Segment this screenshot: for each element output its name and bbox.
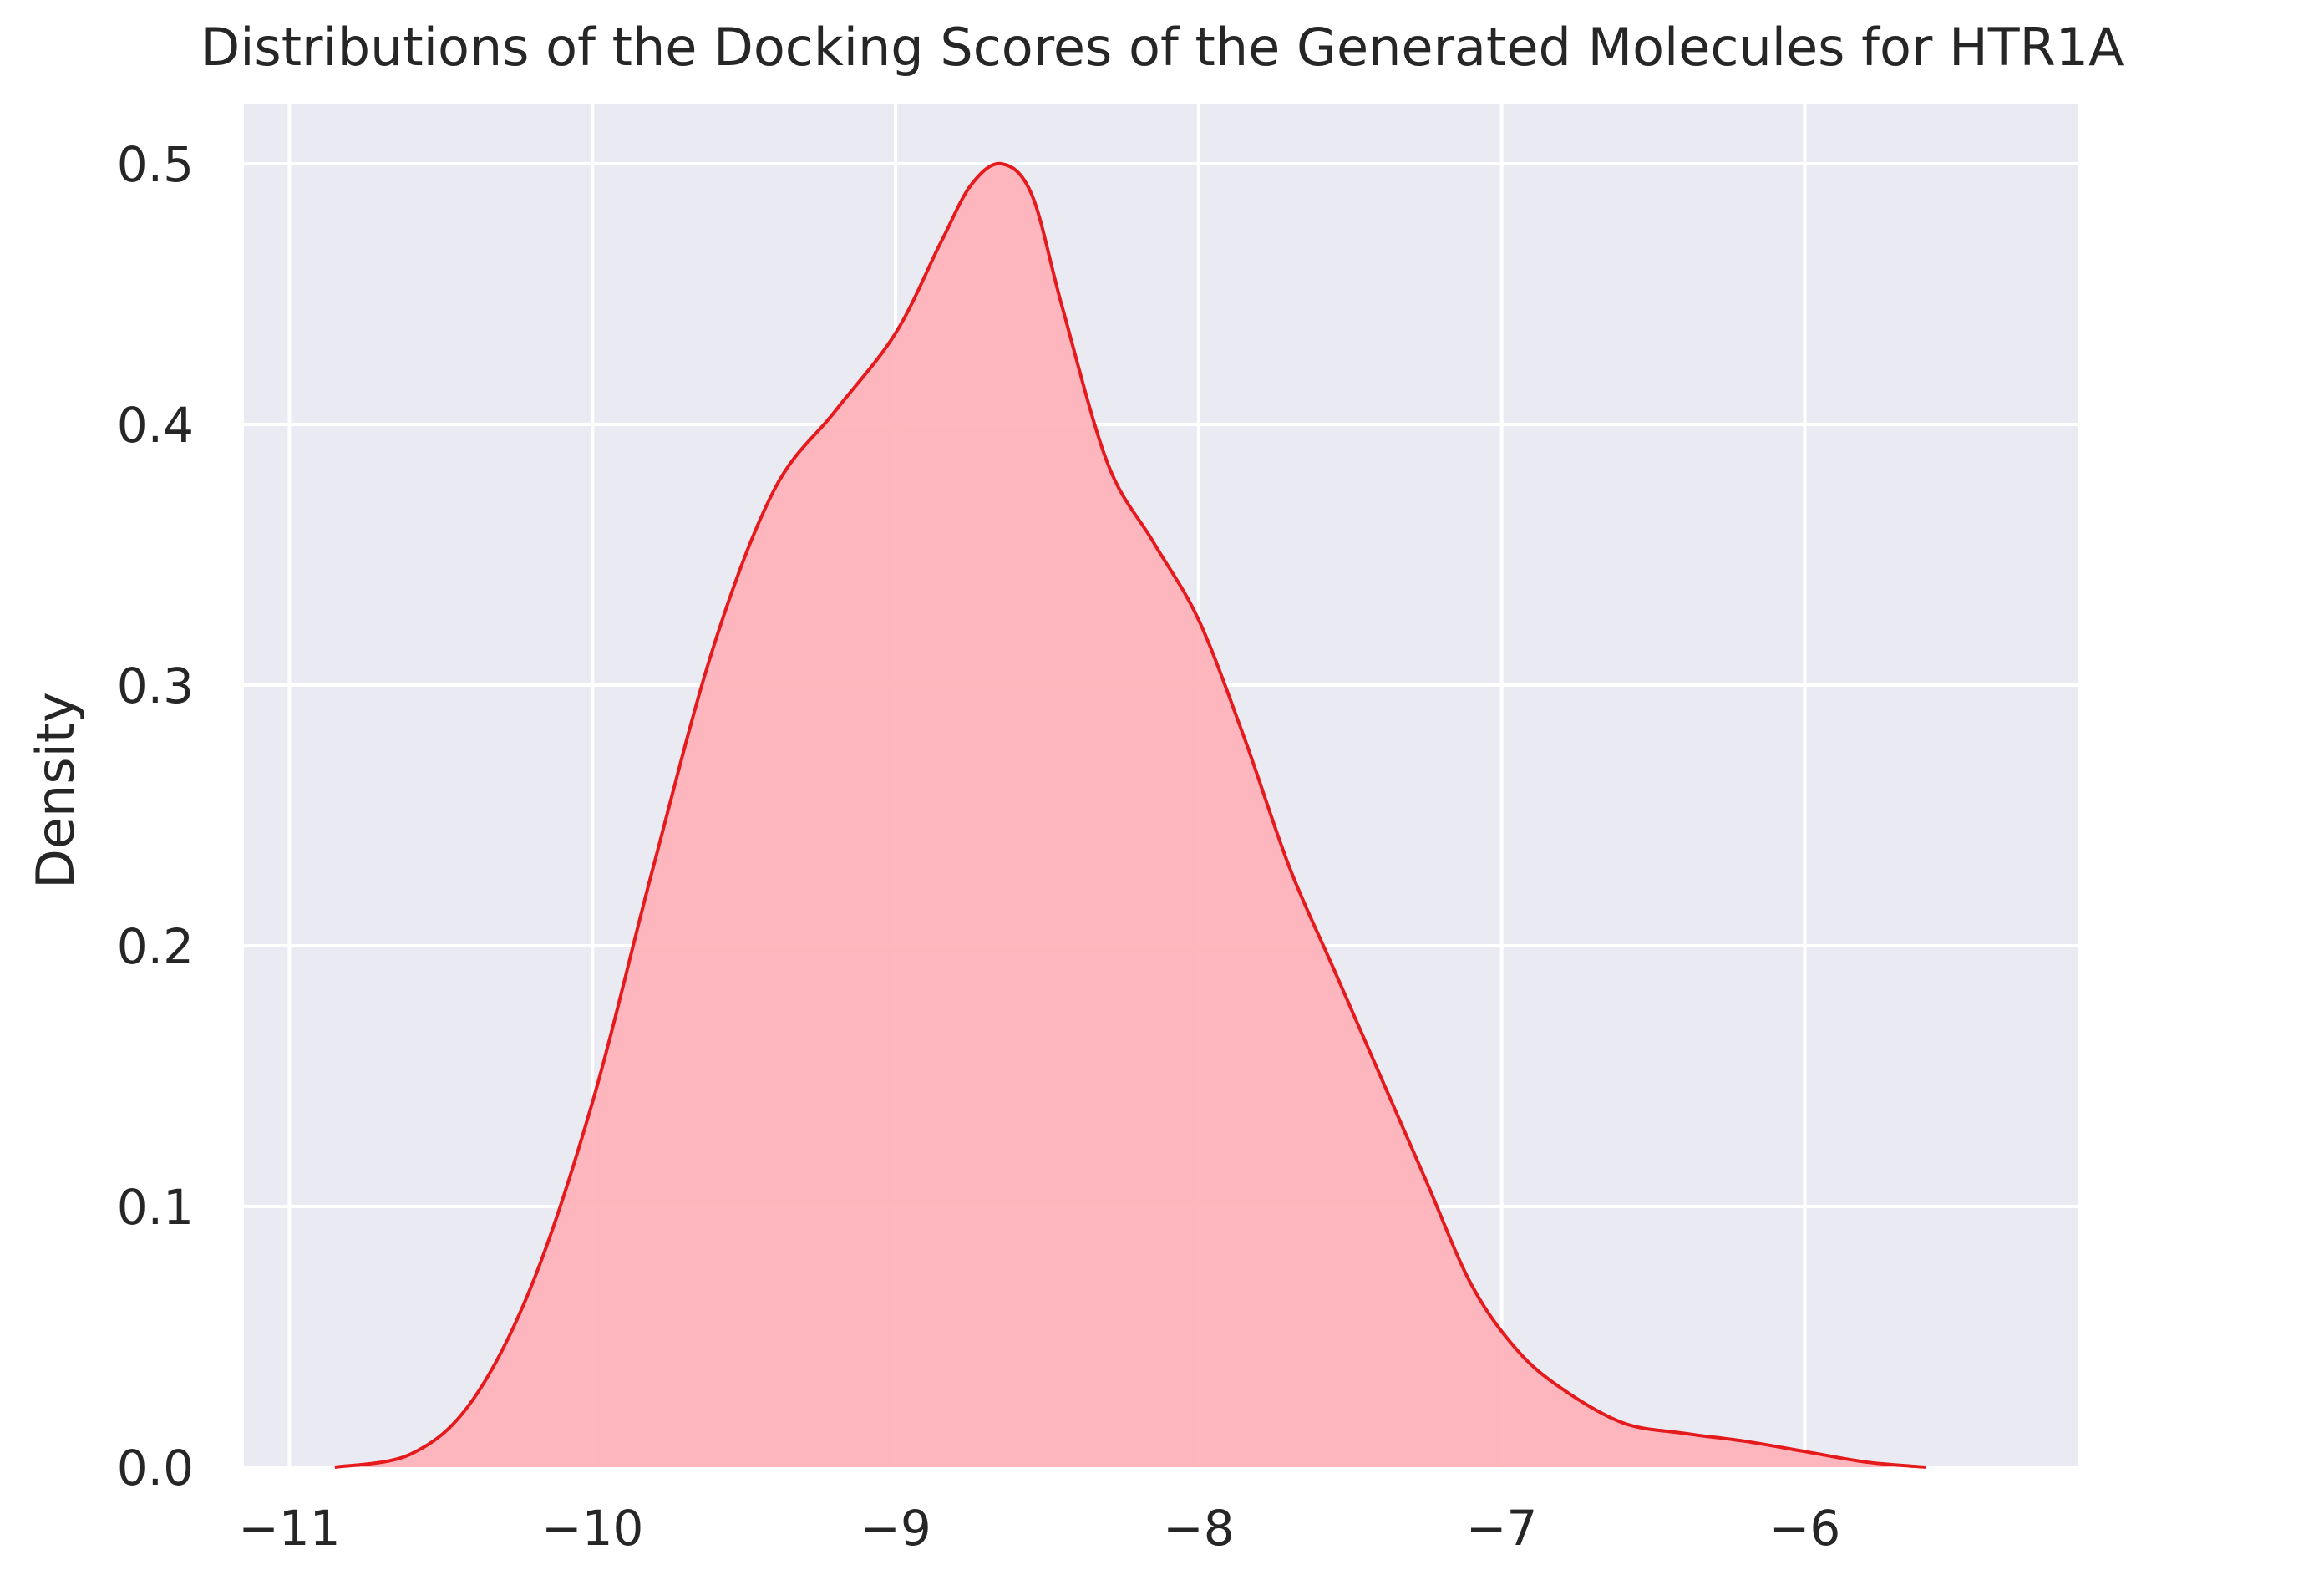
x-tick-label: −9	[860, 1500, 931, 1557]
x-tick-label: −10	[541, 1500, 643, 1557]
density-line	[334, 161, 1926, 1469]
x-tick-label: −11	[238, 1500, 340, 1557]
y-tick-label: 0.1	[117, 1179, 194, 1236]
chart-title: Distributions of the Docking Scores of t…	[200, 17, 2124, 78]
x-tick-label: −8	[1163, 1500, 1235, 1557]
y-tick-label: 0.5	[117, 136, 194, 193]
x-tick-label: −6	[1769, 1500, 1841, 1557]
y-tick-label: 0.2	[117, 918, 194, 975]
density-area-group	[334, 161, 1926, 1469]
y-tick-label: 0.4	[117, 397, 194, 454]
y-tick-labels: 0.0 0.1 0.2 0.3 0.4 0.5	[117, 136, 194, 1496]
y-axis-label: Density	[25, 692, 86, 889]
y-tick-label: 0.0	[117, 1440, 194, 1496]
density-area-fill	[334, 163, 1926, 1468]
x-tick-labels: −11 −10 −9 −8 −7 −6	[238, 1500, 1840, 1557]
y-tick-label: 0.3	[117, 658, 194, 714]
x-tick-label: −7	[1466, 1500, 1538, 1557]
